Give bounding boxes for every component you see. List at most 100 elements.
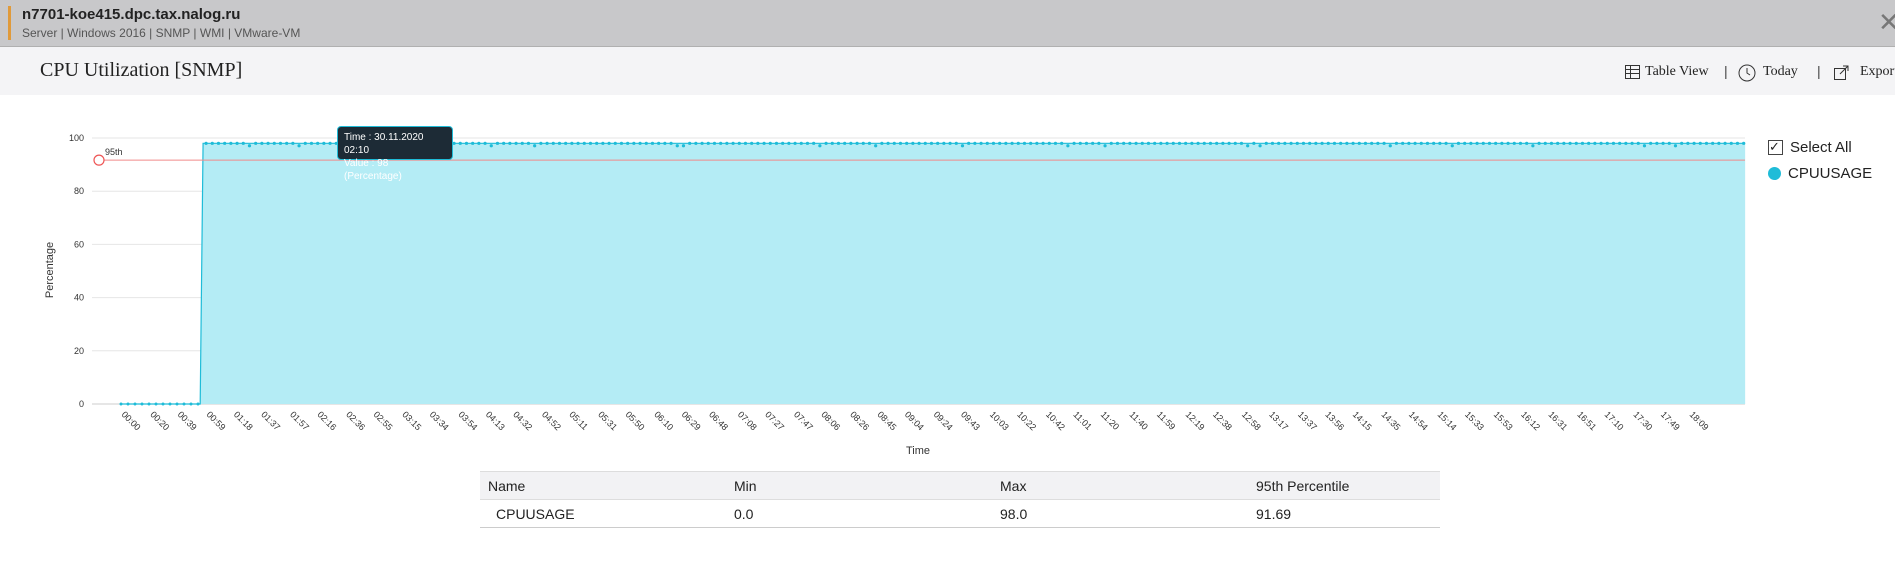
data-point <box>886 141 890 145</box>
data-point <box>657 141 661 145</box>
threshold-label: 95th <box>105 147 123 157</box>
data-point <box>1494 141 1498 145</box>
device-hostname[interactable]: n7701-koe415.dpc.tax.nalog.ru <box>22 6 241 23</box>
data-point <box>1239 141 1244 145</box>
today-button[interactable]: Today <box>1763 64 1798 79</box>
data-point <box>967 141 971 145</box>
data-point <box>843 141 847 145</box>
data-point <box>929 141 934 145</box>
data-point <box>1723 141 1727 145</box>
data-point <box>1370 141 1374 145</box>
data-point <box>830 141 834 145</box>
data-point <box>1618 141 1622 145</box>
data-point <box>1357 141 1361 145</box>
data-point <box>1159 141 1163 145</box>
data-point <box>1605 141 1609 145</box>
data-point <box>1283 141 1287 145</box>
series-area <box>121 143 1746 404</box>
data-point <box>247 144 252 148</box>
legend-item-cpuusage[interactable]: CPUUSAGE <box>1768 160 1872 186</box>
data-point <box>1004 141 1008 145</box>
data-point <box>688 141 692 145</box>
data-point <box>489 144 493 148</box>
data-point <box>1717 141 1721 145</box>
data-point <box>1481 141 1485 145</box>
cell-95th: 91.69 <box>1248 499 1440 528</box>
data-point <box>1363 141 1368 145</box>
x-tick-label: 08:06 <box>819 409 842 432</box>
data-point <box>607 141 611 145</box>
data-point <box>1549 141 1554 145</box>
data-point <box>1438 141 1442 145</box>
data-point <box>799 141 803 145</box>
legend-series-label: CPUUSAGE <box>1788 164 1873 182</box>
data-point <box>1680 141 1684 145</box>
data-point <box>1326 141 1330 145</box>
data-point <box>1599 141 1603 145</box>
page-title: CPU Utilization [SNMP] <box>40 59 243 81</box>
x-tick-label: 06:29 <box>680 409 703 432</box>
data-point <box>979 141 983 145</box>
data-point <box>719 141 723 145</box>
data-point <box>223 141 227 145</box>
data-point <box>1314 141 1318 145</box>
tooltip-value: Value : 98 (Percentage) <box>344 158 402 182</box>
data-point <box>1202 141 1206 145</box>
data-point <box>1084 141 1089 145</box>
clock-icon[interactable] <box>1738 64 1756 82</box>
series-color-icon <box>1768 166 1781 180</box>
data-point <box>867 141 872 145</box>
data-point <box>1264 141 1268 145</box>
cell-max: 98.0 <box>992 499 1248 528</box>
checkbox-checked-icon[interactable]: ✓ <box>1768 139 1783 155</box>
x-tick-label: 12:19 <box>1184 409 1207 432</box>
col-min[interactable]: Min <box>726 471 992 500</box>
table-row: CPUUSAGE 0.0 98.0 91.69 <box>480 499 1440 528</box>
table-view-icon[interactable] <box>1625 65 1640 79</box>
x-tick-label: 18:09 <box>1688 409 1711 432</box>
data-point <box>595 141 599 145</box>
table-view-button[interactable]: Table View <box>1645 64 1709 79</box>
stats-table: Name Min Max 95th Percentile CPUUSAGE 0.… <box>480 471 1440 528</box>
col-95th[interactable]: 95th Percentile <box>1248 471 1440 500</box>
data-point <box>644 141 648 145</box>
x-tick-label: 05:50 <box>624 409 647 432</box>
x-tick-label: 00:59 <box>205 409 228 432</box>
data-point <box>1091 141 1095 145</box>
data-point <box>1444 141 1448 145</box>
x-tick-label: 04:52 <box>540 409 563 432</box>
data-point <box>1041 141 1045 145</box>
close-icon[interactable]: ✕ <box>1878 7 1895 37</box>
x-tick-label: 17:49 <box>1659 409 1682 432</box>
x-axis-title: Time <box>906 445 930 457</box>
data-point <box>1401 141 1405 145</box>
data-point <box>632 141 636 145</box>
data-point <box>1053 141 1058 145</box>
data-point <box>812 141 816 145</box>
data-point <box>1729 141 1733 145</box>
legend-select-all[interactable]: ✓ Select All <box>1768 134 1872 160</box>
x-tick-label: 11:01 <box>1071 409 1094 432</box>
x-tick-label: 08:45 <box>876 409 899 432</box>
data-point <box>216 141 221 145</box>
data-point <box>731 141 735 145</box>
x-tick-label: 10:22 <box>1015 409 1038 432</box>
y-tick-label: 100 <box>69 133 84 143</box>
data-point <box>1078 141 1082 145</box>
data-point <box>892 141 896 145</box>
x-tick-label: 14:15 <box>1351 409 1374 432</box>
data-point <box>880 141 884 145</box>
data-point <box>1512 141 1516 145</box>
export-button[interactable]: Export <box>1860 64 1895 79</box>
x-tick-label: 14:35 <box>1379 409 1402 432</box>
col-name[interactable]: Name <box>480 471 726 500</box>
data-point <box>991 141 996 145</box>
data-point <box>1711 141 1715 145</box>
x-tick-label: 13:17 <box>1267 409 1290 432</box>
col-max[interactable]: Max <box>992 471 1248 500</box>
data-point <box>1339 141 1343 145</box>
data-point <box>638 141 642 145</box>
data-point <box>533 144 537 148</box>
x-tick-label: 12:58 <box>1240 409 1263 432</box>
export-icon[interactable] <box>1834 65 1850 80</box>
